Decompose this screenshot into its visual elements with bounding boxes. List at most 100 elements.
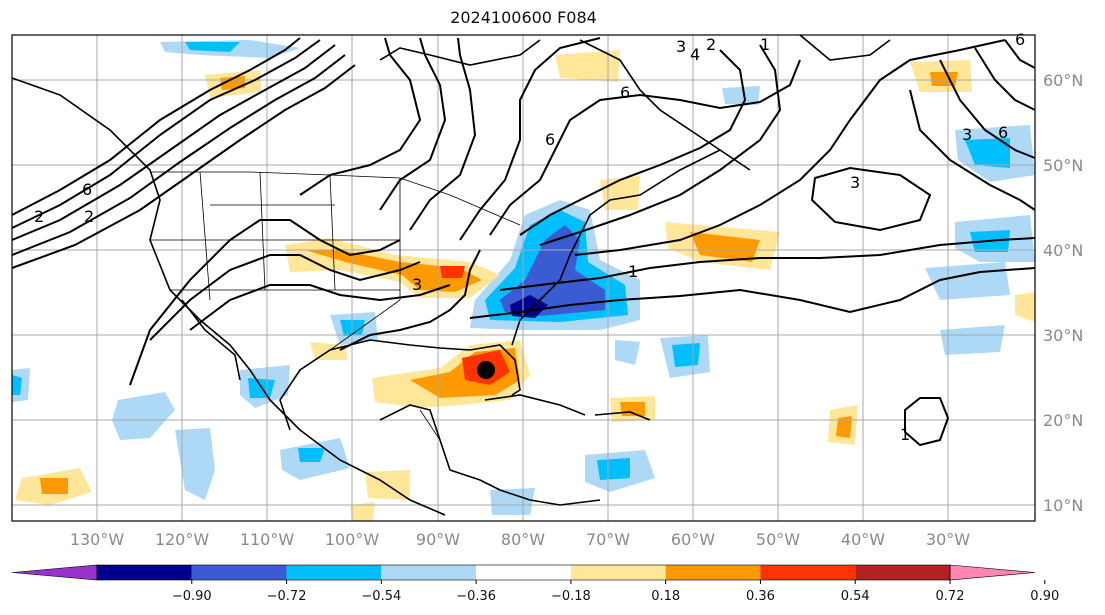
colorbar: −0.90 −0.72 −0.54 −0.36 −0.18 0.18 0.36 0.54 0.7… [11,564,1059,604]
contour-label: 3 [850,173,860,192]
coastline-yucatan [379,404,451,471]
coastline-gulf [279,339,521,431]
coastline-hudson [379,39,541,66]
contour-label: 3 [676,37,686,56]
contour-label: 6 [82,180,92,199]
contour-line [11,37,301,216]
positive-area [836,416,852,438]
negative-area [112,392,175,440]
political-borders [150,171,521,441]
contour-line [909,89,1036,211]
colorbar-segment [381,565,477,580]
negative-area [175,428,215,500]
contour-line [149,254,421,341]
coastline-labrador [579,39,751,171]
positive-area [930,72,958,86]
coastline-greenland [799,34,891,61]
contour-line [409,37,477,231]
negative-area [12,375,22,395]
colorbar-segment [855,565,950,580]
contour-label: 6 [620,83,630,102]
lat-label: 60°N [1043,71,1083,90]
contour-label: 6 [1015,30,1025,49]
contour-line [11,54,346,256]
contour-line [519,49,747,236]
contour-line [974,47,1036,111]
latitude-labels: 10°N 20°N 30°N 40°N 50°N 60°N [1043,71,1083,515]
lon-label: 30°W [926,530,970,549]
lon-label: 90°W [416,530,460,549]
contour-line [129,219,401,386]
contour-line [299,37,422,196]
negative-area [298,448,325,462]
lon-label: 100°W [325,530,380,549]
contour-label: 3 [962,125,972,144]
contour-label: 4 [690,45,700,64]
contour-line [939,59,1036,159]
colorbar-segment [191,565,287,580]
contour-label: 1 [760,35,770,54]
contour-line [904,397,950,447]
positive-area [620,402,645,416]
colorbar-tick-label: −0.36 [456,589,496,604]
contour-line [469,267,1036,319]
contours [11,37,1036,447]
contour-line [379,37,447,211]
colorbar-segment [286,565,382,580]
colorbar-outline [96,564,951,581]
colorbar-segment [570,565,666,580]
negative-area [722,86,760,105]
contour-label: 6 [998,123,1008,142]
lon-label: 110°W [240,530,295,549]
colorbar-tick-label: 0.54 [841,589,870,604]
coastline-hispaniola [594,411,651,421]
contour-line [539,44,782,246]
contour-label: 1 [628,262,638,281]
contour-line [489,59,801,236]
colorbar-extend-low [11,564,98,581]
contour-labels: 6 2 2 3 6 3 4 2 1 6 6 3 6 3 1 1 [34,30,1025,444]
map-frame [11,34,1036,522]
lon-label: 120°W [155,530,210,549]
negative-area [940,325,1005,355]
longitude-labels: 130°W 120°W 110°W 100°W 90°W 80°W 70°W 6… [70,530,970,549]
contour-label: 2 [706,35,716,54]
chart-title: 2024100600 F084 [450,8,597,27]
contour-line [339,249,481,351]
contour-label: 2 [84,207,94,226]
lon-label: 40°W [841,530,885,549]
coastline-baja [181,299,241,381]
contour-line [1004,39,1036,69]
contour-line [574,39,1006,256]
coastline-cuba [484,394,586,416]
coastline-east [511,149,721,346]
contour-line [189,284,451,331]
negative-area [500,225,605,316]
negative-area [615,340,640,365]
coastline-central-am [449,469,601,506]
contour-line [11,44,336,241]
coastline-west [11,77,446,516]
positive-area [440,266,465,278]
positive-area [1015,292,1035,322]
positive-area [350,502,375,521]
negative-area [672,343,700,367]
colorbar-tick-label: 0.18 [651,589,680,604]
lon-label: 130°W [70,530,125,549]
anomaly-shading [12,40,1035,521]
colorbar-tick-label: −0.90 [172,589,212,604]
colorbar-extend-high [949,564,1036,581]
colorbar-tick-label: −0.18 [551,589,591,604]
contour-line [11,64,356,269]
colorbar-tick-label: −0.72 [267,589,307,604]
contour-line [459,37,601,241]
storm-center-marker [477,361,495,379]
lon-label: 80°W [501,530,545,549]
colorbar-tick-label: 0.36 [746,589,775,604]
colorbar-segment [476,565,571,580]
colorbar-segment [665,565,761,580]
positive-area [555,50,620,82]
colorbar-segment [97,565,192,580]
contour-label: 3 [412,275,422,294]
negative-area [185,42,240,52]
